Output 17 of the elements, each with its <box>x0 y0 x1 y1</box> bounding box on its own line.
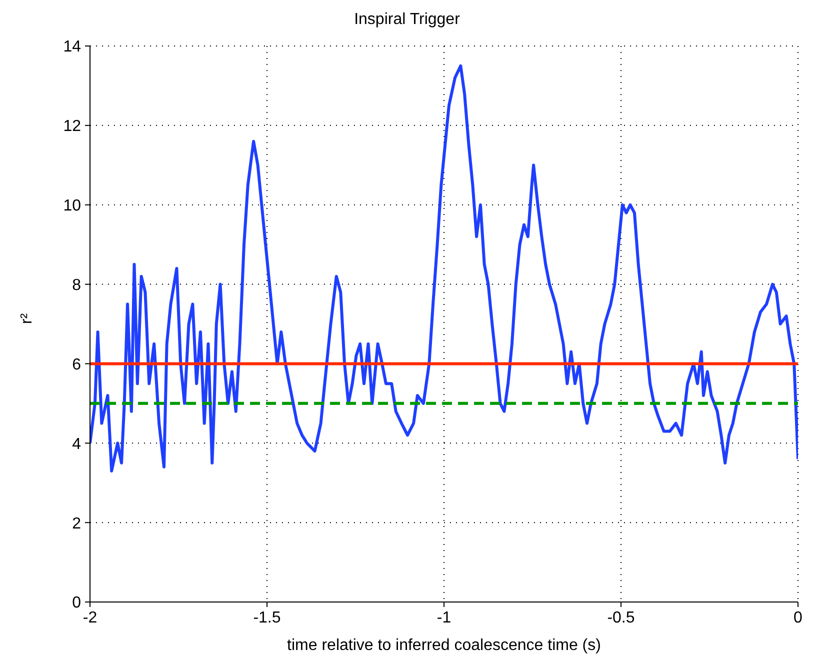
x-tick-label: -0.5 <box>607 609 635 626</box>
y-tick-label: 10 <box>63 198 82 215</box>
y-tick-label: 14 <box>63 38 82 56</box>
chart-title: Inspiral Trigger <box>353 10 461 30</box>
y-tick-label: 0 <box>72 594 82 612</box>
y-tick-label: 4 <box>72 436 82 453</box>
x-tick-label: -2 <box>82 609 98 626</box>
y-tick-label: 2 <box>72 515 82 532</box>
x-tick-label: -1.5 <box>253 609 281 626</box>
x-axis-title: time relative to inferred coalescence time (s) <box>287 637 601 654</box>
x-tick-label: 0 <box>794 609 803 626</box>
y-tick-label: 12 <box>63 118 82 136</box>
x-tick-label: -1 <box>436 609 452 626</box>
line-series <box>90 64 798 472</box>
y-tick-label: 6 <box>72 356 82 374</box>
y-axis-title: r² <box>18 312 36 324</box>
y-tick-label: 8 <box>72 276 82 294</box>
